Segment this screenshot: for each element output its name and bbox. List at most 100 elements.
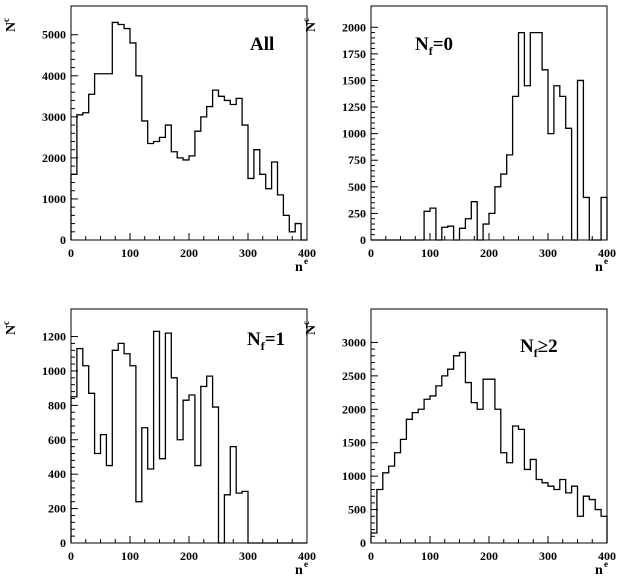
y-axis-label: N xyxy=(4,325,19,335)
histogram-bin xyxy=(201,117,207,240)
histogram-bin xyxy=(489,379,495,543)
y-axis-label-group: Nc xyxy=(1,321,19,335)
x-tick-label: 200 xyxy=(180,549,198,563)
histogram-bin xyxy=(118,24,124,240)
y-axis-label-group: Nc xyxy=(1,18,19,32)
y-tick-label: 2000 xyxy=(42,151,66,165)
histogram-bin xyxy=(578,80,584,240)
histogram-panel-nf0: 0 250 500 750 1000 1250 1500 1750 2000 0 100 200 300… xyxy=(301,5,616,275)
x-axis-label: n xyxy=(295,563,303,578)
histogram-bin xyxy=(460,352,466,543)
x-tick-label: 100 xyxy=(421,549,439,563)
histogram-bin xyxy=(219,96,225,240)
y-tick-label: 1200 xyxy=(42,330,66,344)
histogram-bin xyxy=(142,428,148,543)
histogram-bin xyxy=(118,343,124,543)
histogram-bin xyxy=(136,502,142,543)
y-axis-label-group: Nc xyxy=(301,321,319,335)
panel-annotation: All xyxy=(250,34,274,55)
histogram-bin xyxy=(83,113,89,240)
y-axis-label: N xyxy=(304,325,319,335)
histogram-bin xyxy=(501,453,507,543)
histogram-bin xyxy=(377,490,383,543)
y-tick-label: 600 xyxy=(48,433,66,447)
histogram-bin xyxy=(583,197,589,240)
y-tick-label: 5000 xyxy=(42,28,66,42)
y-tick-label: 1750 xyxy=(342,47,366,61)
histogram-bin xyxy=(207,107,213,240)
y-tick-label: 2000 xyxy=(342,402,366,416)
histogram-bin xyxy=(601,516,607,543)
histogram-bin xyxy=(501,174,507,240)
histogram-bin xyxy=(583,496,589,543)
histogram-bin xyxy=(448,226,454,240)
y-tick-label: 800 xyxy=(48,398,66,412)
histogram-bin xyxy=(524,86,530,240)
histogram-bin xyxy=(424,399,430,543)
y-tick-label: 1000 xyxy=(42,192,66,206)
panel-annotation: Nf=1 xyxy=(247,329,285,353)
y-tick-label: 1000 xyxy=(342,469,366,483)
histogram-bin xyxy=(601,197,607,240)
histogram-bin xyxy=(489,213,495,240)
histogram-bin xyxy=(177,158,183,240)
histogram-bin xyxy=(165,333,171,543)
histogram-bin xyxy=(171,378,177,543)
histogram-bin xyxy=(513,426,519,543)
histogram-bin xyxy=(471,202,477,240)
histogram-bin xyxy=(436,386,442,543)
histogram-bin xyxy=(560,96,566,240)
histogram-bin xyxy=(83,366,89,543)
y-tick-label: 3000 xyxy=(42,110,66,124)
histogram-bin xyxy=(406,419,412,543)
histogram-bin xyxy=(465,383,471,543)
histogram-bin xyxy=(424,211,430,240)
x-axis-label-sup: e xyxy=(604,256,608,266)
histogram-bin xyxy=(278,195,284,240)
histogram-bin xyxy=(224,495,230,543)
histogram-bin xyxy=(183,160,189,240)
histogram-bin xyxy=(507,463,513,543)
x-tick-label: 0 xyxy=(68,246,74,260)
histogram-bin xyxy=(248,178,254,240)
histogram-bin xyxy=(189,156,195,240)
y-tick-label: 1000 xyxy=(42,364,66,378)
x-tick-label: 0 xyxy=(68,549,74,563)
x-tick-label: 300 xyxy=(539,549,557,563)
histogram-bin xyxy=(442,376,448,543)
histogram-bin xyxy=(448,369,454,543)
panel-annotation: Nf≥2 xyxy=(520,336,558,360)
histogram-bin xyxy=(260,174,266,240)
histogram-bin xyxy=(77,349,83,543)
y-tick-label: 250 xyxy=(348,206,366,220)
histogram-bin xyxy=(242,125,248,240)
x-tick-label: 400 xyxy=(298,246,316,260)
histogram-bin xyxy=(148,144,154,240)
histogram-bin xyxy=(595,510,601,543)
histogram-bin xyxy=(142,121,148,240)
histogram-bin xyxy=(483,379,489,543)
x-axis-label: n xyxy=(595,260,603,275)
x-tick-label: 200 xyxy=(480,246,498,260)
y-axis-label-sup: c xyxy=(301,321,311,325)
histogram-bin xyxy=(266,189,272,240)
histogram-bin xyxy=(542,70,548,240)
histogram-bin xyxy=(295,224,301,240)
histogram-bin xyxy=(477,409,483,543)
histogram-bin xyxy=(112,350,118,543)
y-tick-label: 0 xyxy=(60,233,66,247)
x-axis-label-sup: e xyxy=(304,559,308,569)
histogram-bin xyxy=(183,400,189,543)
histogram-bin xyxy=(224,100,230,240)
y-tick-label: 1500 xyxy=(342,73,366,87)
histogram-bin xyxy=(148,469,154,543)
histogram-bin xyxy=(106,74,112,240)
histogram-bin xyxy=(207,376,213,543)
histogram-bin xyxy=(519,33,525,240)
x-tick-label: 100 xyxy=(421,246,439,260)
histogram-bin xyxy=(548,134,554,240)
histogram-bin xyxy=(89,393,95,543)
histogram-bin xyxy=(154,141,160,240)
histogram-bin xyxy=(230,105,236,240)
histogram-bin xyxy=(471,403,477,543)
